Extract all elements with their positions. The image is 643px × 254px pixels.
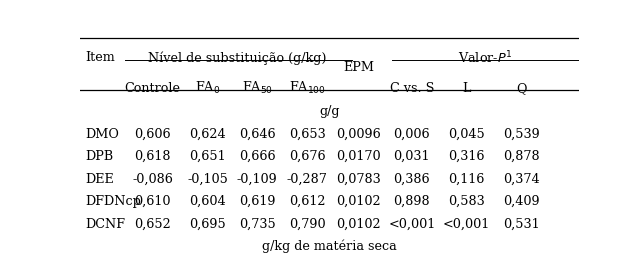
- Text: 0,116: 0,116: [448, 173, 485, 186]
- Text: 0,386: 0,386: [394, 173, 430, 186]
- Text: 0,0102: 0,0102: [336, 195, 381, 208]
- Text: <0,001: <0,001: [443, 218, 490, 231]
- Text: 0,006: 0,006: [394, 128, 430, 141]
- Text: EPM: EPM: [343, 61, 374, 74]
- Text: 0,583: 0,583: [448, 195, 485, 208]
- Text: -0,287: -0,287: [287, 173, 327, 186]
- Text: Q: Q: [516, 82, 527, 95]
- Text: FA$_{100}$: FA$_{100}$: [289, 80, 325, 96]
- Text: 0,316: 0,316: [448, 150, 485, 163]
- Text: Item: Item: [86, 51, 115, 64]
- Text: 0,0783: 0,0783: [336, 173, 381, 186]
- Text: 0,619: 0,619: [239, 195, 276, 208]
- Text: 0,612: 0,612: [289, 195, 325, 208]
- Text: DMO: DMO: [86, 128, 119, 141]
- Text: 0,666: 0,666: [239, 150, 276, 163]
- Text: Controle: Controle: [125, 82, 181, 95]
- Text: 0,031: 0,031: [394, 150, 430, 163]
- Text: 0,610: 0,610: [134, 195, 171, 208]
- Text: 0,604: 0,604: [189, 195, 226, 208]
- Text: -0,109: -0,109: [237, 173, 278, 186]
- Text: g/g: g/g: [320, 105, 340, 118]
- Text: 0,790: 0,790: [289, 218, 325, 231]
- Text: 0,539: 0,539: [503, 128, 539, 141]
- Text: 0,878: 0,878: [503, 150, 539, 163]
- Text: 0,651: 0,651: [189, 150, 226, 163]
- Text: 0,653: 0,653: [289, 128, 325, 141]
- Text: 0,676: 0,676: [289, 150, 325, 163]
- Text: -0,105: -0,105: [187, 173, 228, 186]
- Text: 0,0170: 0,0170: [336, 150, 381, 163]
- Text: DEE: DEE: [86, 173, 114, 186]
- Text: 0,045: 0,045: [448, 128, 485, 141]
- Text: C vs. S: C vs. S: [390, 82, 434, 95]
- Text: DFDNcp: DFDNcp: [86, 195, 141, 208]
- Text: 0,0102: 0,0102: [336, 218, 381, 231]
- Text: 0,409: 0,409: [503, 195, 539, 208]
- Text: 0,0096: 0,0096: [336, 128, 381, 141]
- Text: -0,086: -0,086: [132, 173, 173, 186]
- Text: Nível de substituição (g/kg): Nível de substituição (g/kg): [148, 51, 327, 65]
- Text: FA$_0$: FA$_0$: [195, 80, 220, 96]
- Text: DCNF: DCNF: [86, 218, 125, 231]
- Text: FA$_{50}$: FA$_{50}$: [242, 80, 273, 96]
- Text: <0,001: <0,001: [388, 218, 435, 231]
- Text: 0,898: 0,898: [394, 195, 430, 208]
- Text: 0,624: 0,624: [189, 128, 226, 141]
- Text: 0,652: 0,652: [134, 218, 171, 231]
- Text: 0,618: 0,618: [134, 150, 171, 163]
- Text: 0,695: 0,695: [189, 218, 226, 231]
- Text: 0,646: 0,646: [239, 128, 276, 141]
- Text: 0,374: 0,374: [503, 173, 539, 186]
- Text: L: L: [462, 82, 471, 95]
- Text: g/kg de matéria seca: g/kg de matéria seca: [262, 240, 397, 253]
- Text: Valor-$P^1$: Valor-$P^1$: [458, 50, 512, 66]
- Text: 0,531: 0,531: [503, 218, 539, 231]
- Text: 0,735: 0,735: [239, 218, 276, 231]
- Text: 0,606: 0,606: [134, 128, 171, 141]
- Text: DPB: DPB: [86, 150, 113, 163]
